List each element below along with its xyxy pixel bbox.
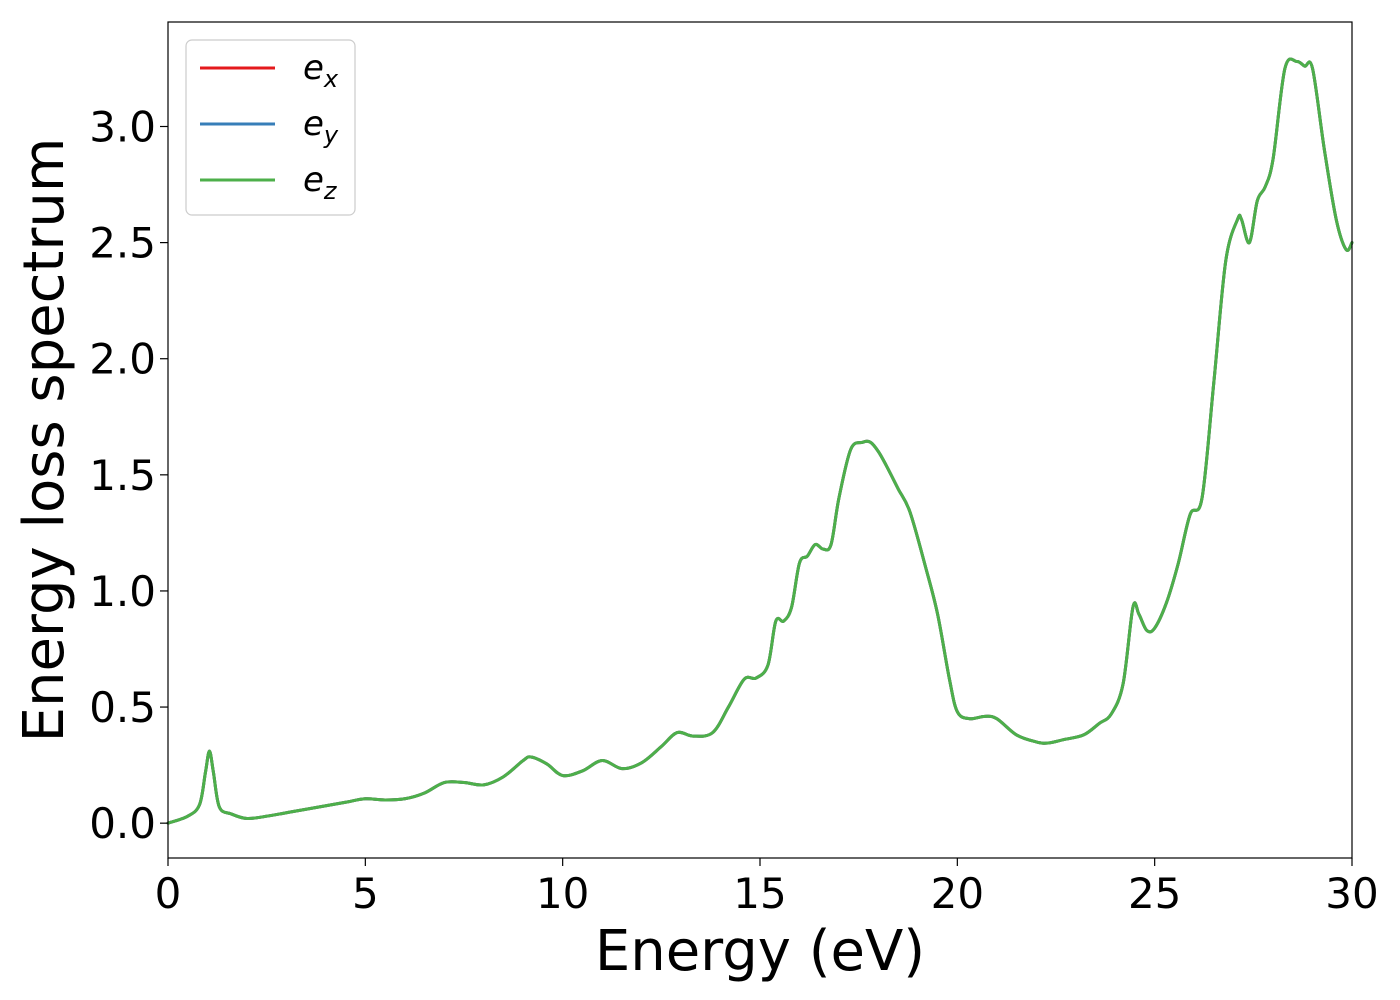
y-tick-label: 3.0 bbox=[89, 103, 156, 152]
x-tick-label: 5 bbox=[352, 869, 379, 918]
y-tick-label: 0.5 bbox=[89, 683, 156, 732]
y-tick-label: 0.0 bbox=[89, 799, 156, 848]
y-tick-label: 2.5 bbox=[89, 219, 156, 268]
x-tick-label: 20 bbox=[931, 869, 984, 918]
x-tick-label: 30 bbox=[1325, 869, 1378, 918]
y-tick-label: 1.5 bbox=[89, 451, 156, 500]
legend-label-ez: ez bbox=[303, 160, 338, 205]
plot-background bbox=[168, 22, 1352, 858]
series-group bbox=[166, 57, 1354, 825]
legend-label-ey: ey bbox=[303, 104, 339, 149]
x-axis-ticks: 0 5 10 15 20 25 30 bbox=[155, 858, 1379, 918]
legend-box bbox=[185, 39, 356, 216]
y-tick-label: 1.0 bbox=[89, 567, 156, 616]
x-tick-label: 10 bbox=[536, 869, 589, 918]
series-line-ez bbox=[166, 57, 1354, 825]
x-tick-label: 0 bbox=[155, 869, 182, 918]
y-axis-ticks: 0.0 0.5 1.0 1.5 2.0 2.5 3.0 bbox=[89, 103, 168, 848]
x-tick-label: 15 bbox=[733, 869, 786, 918]
y-axis-label: Energy loss spectrum bbox=[12, 138, 77, 743]
x-tick-label: 25 bbox=[1128, 869, 1181, 918]
y-tick-label: 2.0 bbox=[89, 335, 156, 384]
x-axis-label: Energy (eV) bbox=[595, 919, 925, 984]
legend: ex ey ez bbox=[185, 39, 356, 216]
legend-label-ex: ex bbox=[303, 48, 339, 93]
